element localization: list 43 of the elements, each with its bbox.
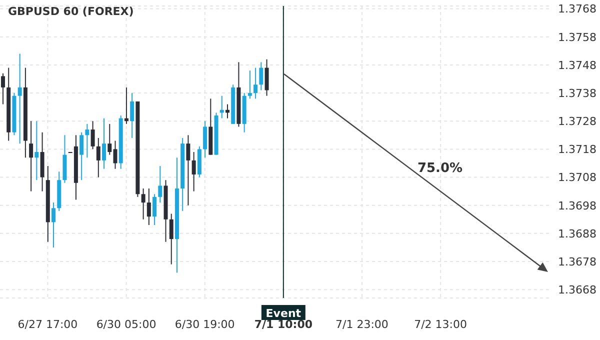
candlestick [146,188,151,226]
y-tick-label: 1.3728 [558,115,596,128]
candlestick [90,120,95,150]
candlestick [130,92,134,138]
y-tick-label: 1.3738 [558,86,596,100]
candlestick [1,72,5,105]
candlestick [248,70,252,100]
candlestick [52,202,56,248]
candlestick [34,120,39,181]
x-tick-label: 7/1 23:00 [336,318,388,331]
candlestick [259,62,264,91]
chart-title: GBPUSD 60 (FOREX) [8,5,134,18]
candlestick [29,120,34,192]
candlestick [264,58,269,96]
candlestick [96,137,100,178]
candlestick [102,118,106,170]
x-tick-label: 6/30 05:00 [96,318,156,331]
candlestick [186,134,190,206]
ref-line-label: Event [266,307,302,320]
y-tick-label: 1.3758 [558,30,596,44]
y-tick-label: 1.3718 [558,143,596,156]
y-tick-label: 1.3708 [558,171,596,184]
y-tick-label: 1.3698 [558,199,596,212]
y-tick-label: 1.3668 [558,283,596,296]
candlestick [80,132,84,181]
candlestick [18,53,22,144]
candlestick [254,67,258,100]
x-tick-label: 6/27 17:00 [18,318,78,331]
candlestick [203,120,208,158]
x-tick-label: 6/30 19:00 [174,318,235,331]
candlestick [158,166,162,204]
candlestick [152,194,157,226]
y-tick-label: 1.3678 [558,255,596,268]
x-tick-label: 7/2 13:00 [414,318,468,331]
annotation: 75.0% [417,161,463,176]
candlestick [85,123,90,158]
x-tick-label: 7/1 10:00 [254,318,313,331]
y-tick-label: 1.3748 [558,58,596,72]
y-tick-label: 1.3688 [558,227,596,240]
candlestick [192,152,196,192]
y-tick-label: 1.3768 [558,2,596,16]
candlestick [141,188,146,220]
candlestick [169,213,174,265]
